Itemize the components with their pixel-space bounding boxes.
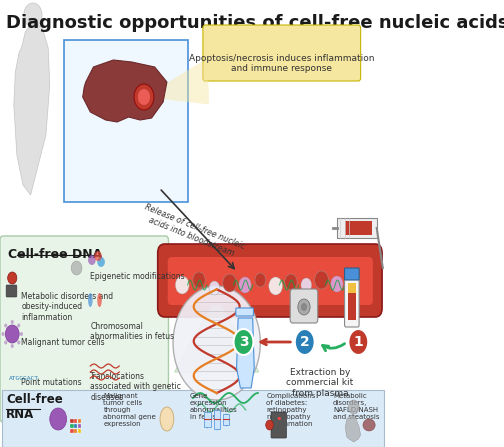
Text: Malignant
tumor cells
through
abnormal gene
expression: Malignant tumor cells through abnormal g… (103, 393, 156, 427)
Circle shape (301, 278, 311, 292)
Text: Gene
expression
abnormalities
in fetus: Gene expression abnormalities in fetus (190, 393, 238, 420)
Text: 1: 1 (353, 335, 363, 349)
Circle shape (4, 341, 7, 345)
Ellipse shape (363, 419, 375, 431)
Circle shape (6, 325, 19, 343)
Text: Epigenetic modifications: Epigenetic modifications (90, 272, 185, 281)
FancyBboxPatch shape (223, 414, 229, 425)
Text: 2: 2 (300, 335, 309, 349)
Circle shape (134, 84, 154, 110)
Circle shape (331, 276, 343, 292)
FancyBboxPatch shape (65, 40, 188, 202)
Circle shape (88, 255, 96, 265)
Circle shape (17, 341, 20, 345)
Circle shape (239, 277, 251, 293)
Text: Metabolic disorders and
obesity-induced
inflammation: Metabolic disorders and obesity-induced … (22, 292, 113, 322)
Circle shape (298, 299, 310, 315)
Circle shape (266, 420, 273, 430)
FancyBboxPatch shape (0, 236, 168, 422)
Text: Cell-free DNA: Cell-free DNA (8, 248, 102, 261)
Circle shape (209, 281, 220, 295)
Text: 3: 3 (239, 335, 248, 349)
Circle shape (314, 271, 329, 289)
Circle shape (173, 286, 261, 400)
Circle shape (175, 276, 189, 294)
Text: Apoptosis/necrosis induces inflammation
and immune response: Apoptosis/necrosis induces inflammation … (189, 54, 374, 73)
Circle shape (71, 261, 82, 275)
Polygon shape (174, 298, 259, 372)
Circle shape (269, 277, 283, 295)
Circle shape (255, 273, 266, 287)
Circle shape (11, 344, 14, 348)
Circle shape (138, 89, 150, 105)
Text: ATGCGACT: ATGCGACT (9, 376, 39, 381)
FancyBboxPatch shape (74, 424, 77, 428)
FancyBboxPatch shape (271, 412, 286, 438)
FancyBboxPatch shape (2, 390, 385, 447)
Circle shape (285, 274, 297, 290)
Circle shape (20, 332, 23, 336)
Text: Complications
of diabetes:
retinopathy
nephropathy
inflammation: Complications of diabetes: retinopathy n… (267, 393, 316, 427)
Circle shape (348, 400, 359, 414)
Circle shape (24, 3, 42, 27)
FancyBboxPatch shape (205, 412, 211, 427)
Circle shape (223, 274, 236, 292)
Text: Metabolic
disorders,
NAFLD/NASH
and steatosis: Metabolic disorders, NAFLD/NASH and stea… (333, 393, 380, 420)
Ellipse shape (88, 293, 93, 307)
Text: Translocations
associated with genetic
diseases: Translocations associated with genetic d… (90, 372, 181, 402)
Text: Release of cell-free nucleic
acids into bloodstream: Release of cell-free nucleic acids into … (140, 203, 246, 261)
FancyBboxPatch shape (345, 221, 372, 235)
FancyBboxPatch shape (158, 244, 382, 317)
FancyBboxPatch shape (74, 429, 77, 433)
Polygon shape (337, 218, 376, 238)
Circle shape (50, 408, 67, 430)
Circle shape (94, 251, 102, 261)
FancyBboxPatch shape (78, 424, 81, 428)
Circle shape (295, 329, 314, 355)
FancyBboxPatch shape (290, 289, 318, 323)
Polygon shape (83, 60, 167, 122)
FancyBboxPatch shape (78, 429, 81, 433)
FancyBboxPatch shape (6, 285, 17, 297)
Text: Point mutations: Point mutations (22, 378, 82, 387)
Circle shape (345, 275, 356, 289)
FancyBboxPatch shape (71, 429, 74, 433)
Text: •: • (276, 414, 282, 424)
FancyBboxPatch shape (74, 419, 77, 423)
Text: Malignant tumor cells: Malignant tumor cells (22, 338, 105, 347)
Polygon shape (345, 415, 361, 442)
FancyBboxPatch shape (203, 25, 361, 81)
FancyBboxPatch shape (214, 410, 220, 429)
Circle shape (11, 320, 14, 324)
FancyBboxPatch shape (71, 424, 74, 428)
FancyBboxPatch shape (348, 290, 356, 320)
Wedge shape (144, 61, 209, 105)
FancyBboxPatch shape (71, 419, 74, 423)
Text: Extraction by
commercial kit
from plasma: Extraction by commercial kit from plasma (286, 368, 354, 398)
Polygon shape (236, 318, 254, 388)
Polygon shape (14, 22, 50, 195)
Ellipse shape (160, 407, 174, 431)
Text: Cell-free
RNA: Cell-free RNA (6, 393, 63, 421)
Circle shape (233, 329, 254, 355)
Circle shape (97, 257, 105, 267)
FancyBboxPatch shape (345, 275, 359, 327)
Circle shape (17, 324, 20, 328)
Circle shape (2, 332, 5, 336)
FancyBboxPatch shape (78, 419, 81, 423)
FancyBboxPatch shape (168, 257, 373, 305)
FancyBboxPatch shape (345, 268, 359, 280)
Text: Chromosomal
abnormalities in fetus: Chromosomal abnormalities in fetus (90, 322, 174, 342)
Circle shape (4, 324, 7, 328)
Circle shape (348, 329, 368, 355)
Ellipse shape (97, 293, 102, 307)
Circle shape (8, 272, 17, 284)
FancyBboxPatch shape (348, 283, 356, 293)
Circle shape (193, 272, 205, 288)
FancyBboxPatch shape (236, 308, 254, 316)
Circle shape (301, 303, 307, 311)
Text: Diagnostic opportunities of cell-free nucleic acids: Diagnostic opportunities of cell-free nu… (6, 14, 504, 32)
